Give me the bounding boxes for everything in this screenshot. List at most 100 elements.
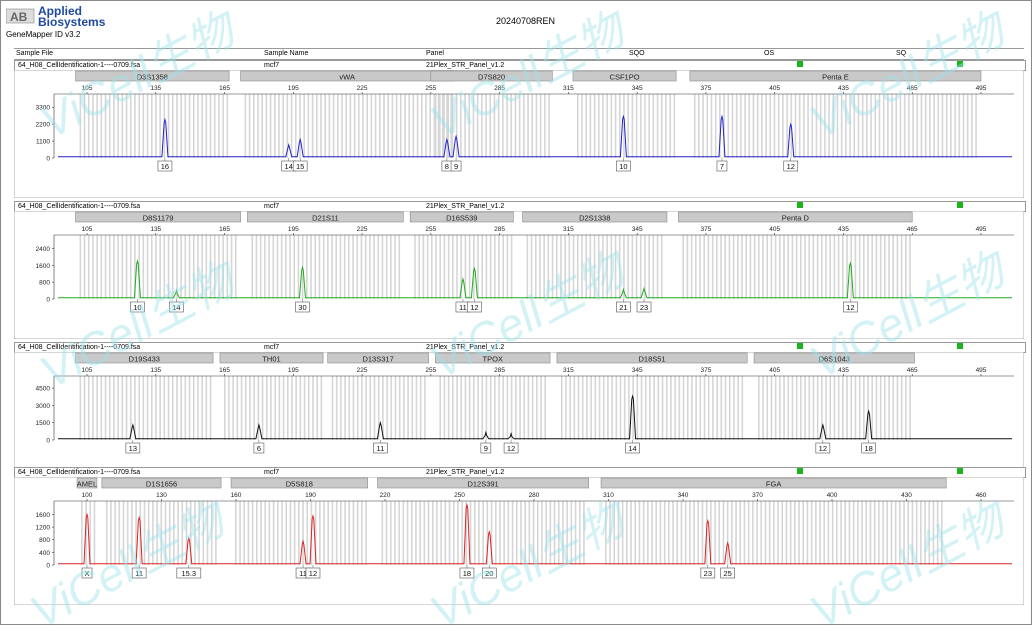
allele-bin: [417, 94, 419, 158]
allele-bin: [201, 235, 203, 299]
allele-bin: [289, 235, 291, 299]
allele-bin: [582, 376, 584, 440]
allele-bin: [185, 94, 187, 158]
allele-bin: [366, 94, 368, 158]
allele-bin: [473, 376, 475, 440]
allele-bin: [640, 94, 642, 158]
allele-bin: [901, 235, 903, 299]
os-status-icon: [797, 61, 803, 67]
allele-bin: [876, 376, 878, 440]
allele-bin: [336, 376, 338, 440]
allele-bin: [783, 235, 785, 299]
allele-bin: [811, 501, 813, 565]
allele-bin: [123, 501, 125, 565]
allele-bin: [203, 501, 205, 565]
allele-bin: [740, 94, 742, 158]
allele-bin: [766, 235, 768, 299]
sample-name: mcf7: [264, 468, 279, 477]
allele-bin: [510, 94, 512, 158]
allele-bin: [478, 501, 480, 565]
allele-bin: [105, 376, 107, 440]
allele-bin: [867, 235, 869, 299]
allele-bin: [599, 376, 601, 440]
allele-bin: [933, 94, 935, 158]
allele-bin: [737, 376, 739, 440]
allele-bin: [643, 501, 645, 565]
sample-name: mcf7: [264, 202, 279, 211]
allele-bin: [727, 501, 729, 565]
allele-bin: [172, 376, 174, 440]
x-tick-label: 435: [838, 85, 849, 92]
x-tick-label: 190: [305, 492, 316, 499]
allele-bin: [891, 501, 893, 565]
allele-bin: [152, 501, 154, 565]
allele-bin: [303, 94, 305, 158]
y-tick-label: 0: [46, 297, 50, 304]
x-tick-label: 345: [632, 367, 643, 374]
allele-bin: [846, 376, 848, 440]
allele-bin: [498, 94, 500, 158]
allele-bin: [682, 235, 684, 299]
allele-bin: [823, 501, 825, 565]
allele-bin: [369, 376, 371, 440]
allele-bin: [754, 235, 756, 299]
allele-bin: [398, 235, 400, 299]
allele-bin: [744, 94, 746, 158]
allele-bin: [888, 235, 890, 299]
allele-bin: [327, 235, 329, 299]
allele-bin: [855, 235, 857, 299]
allele-bin: [436, 501, 438, 565]
allele-label: 11: [135, 569, 143, 578]
allele-bin: [189, 376, 191, 440]
allele-bin: [882, 501, 884, 565]
allele-bin: [460, 376, 462, 440]
allele-bin: [138, 94, 140, 158]
allele-bin: [354, 94, 356, 158]
allele-bin: [101, 94, 103, 158]
allele-bin: [386, 501, 388, 565]
allele-bin: [807, 94, 809, 158]
allele-bin: [564, 235, 566, 299]
allele-bin: [644, 94, 646, 158]
allele-bin: [439, 376, 441, 440]
allele-bin: [331, 235, 333, 299]
allele-bin: [573, 235, 575, 299]
allele-bin: [84, 376, 86, 440]
run-title: 20240708REN: [496, 16, 555, 26]
allele-bin: [792, 376, 794, 440]
marker-label: D21S11: [312, 214, 339, 223]
allele-bin: [681, 501, 683, 565]
allele-bin: [804, 235, 806, 299]
allele-bin: [808, 235, 810, 299]
allele-bin: [533, 501, 535, 565]
y-tick-label: 1500: [36, 420, 51, 427]
allele-bin: [335, 235, 337, 299]
allele-bin: [657, 235, 659, 299]
allele-bin: [886, 501, 888, 565]
allele-bin: [88, 235, 90, 299]
allele-bin: [775, 235, 777, 299]
allele-bin: [883, 94, 885, 158]
allele-bin: [228, 376, 230, 440]
allele-bin: [912, 94, 914, 158]
allele-bin: [88, 376, 90, 440]
allele-label: 9: [484, 444, 488, 453]
allele-bin: [340, 235, 342, 299]
allele-bin: [210, 94, 212, 158]
allele-bin: [323, 501, 325, 565]
x-tick-label: 315: [563, 226, 574, 233]
allele-bin: [193, 376, 195, 440]
allele-bin: [824, 94, 826, 158]
allele-bin: [529, 501, 531, 565]
allele-bin: [96, 235, 98, 299]
allele-bin: [197, 235, 199, 299]
allele-bin: [435, 235, 437, 299]
y-tick-label: 1100: [36, 139, 50, 146]
allele-bin: [933, 501, 935, 565]
sample-name: mcf7: [264, 343, 279, 352]
allele-bin: [531, 235, 533, 299]
allele-bin: [443, 94, 445, 158]
allele-bin: [126, 235, 128, 299]
allele-bin: [532, 376, 534, 440]
allele-bin: [214, 235, 216, 299]
